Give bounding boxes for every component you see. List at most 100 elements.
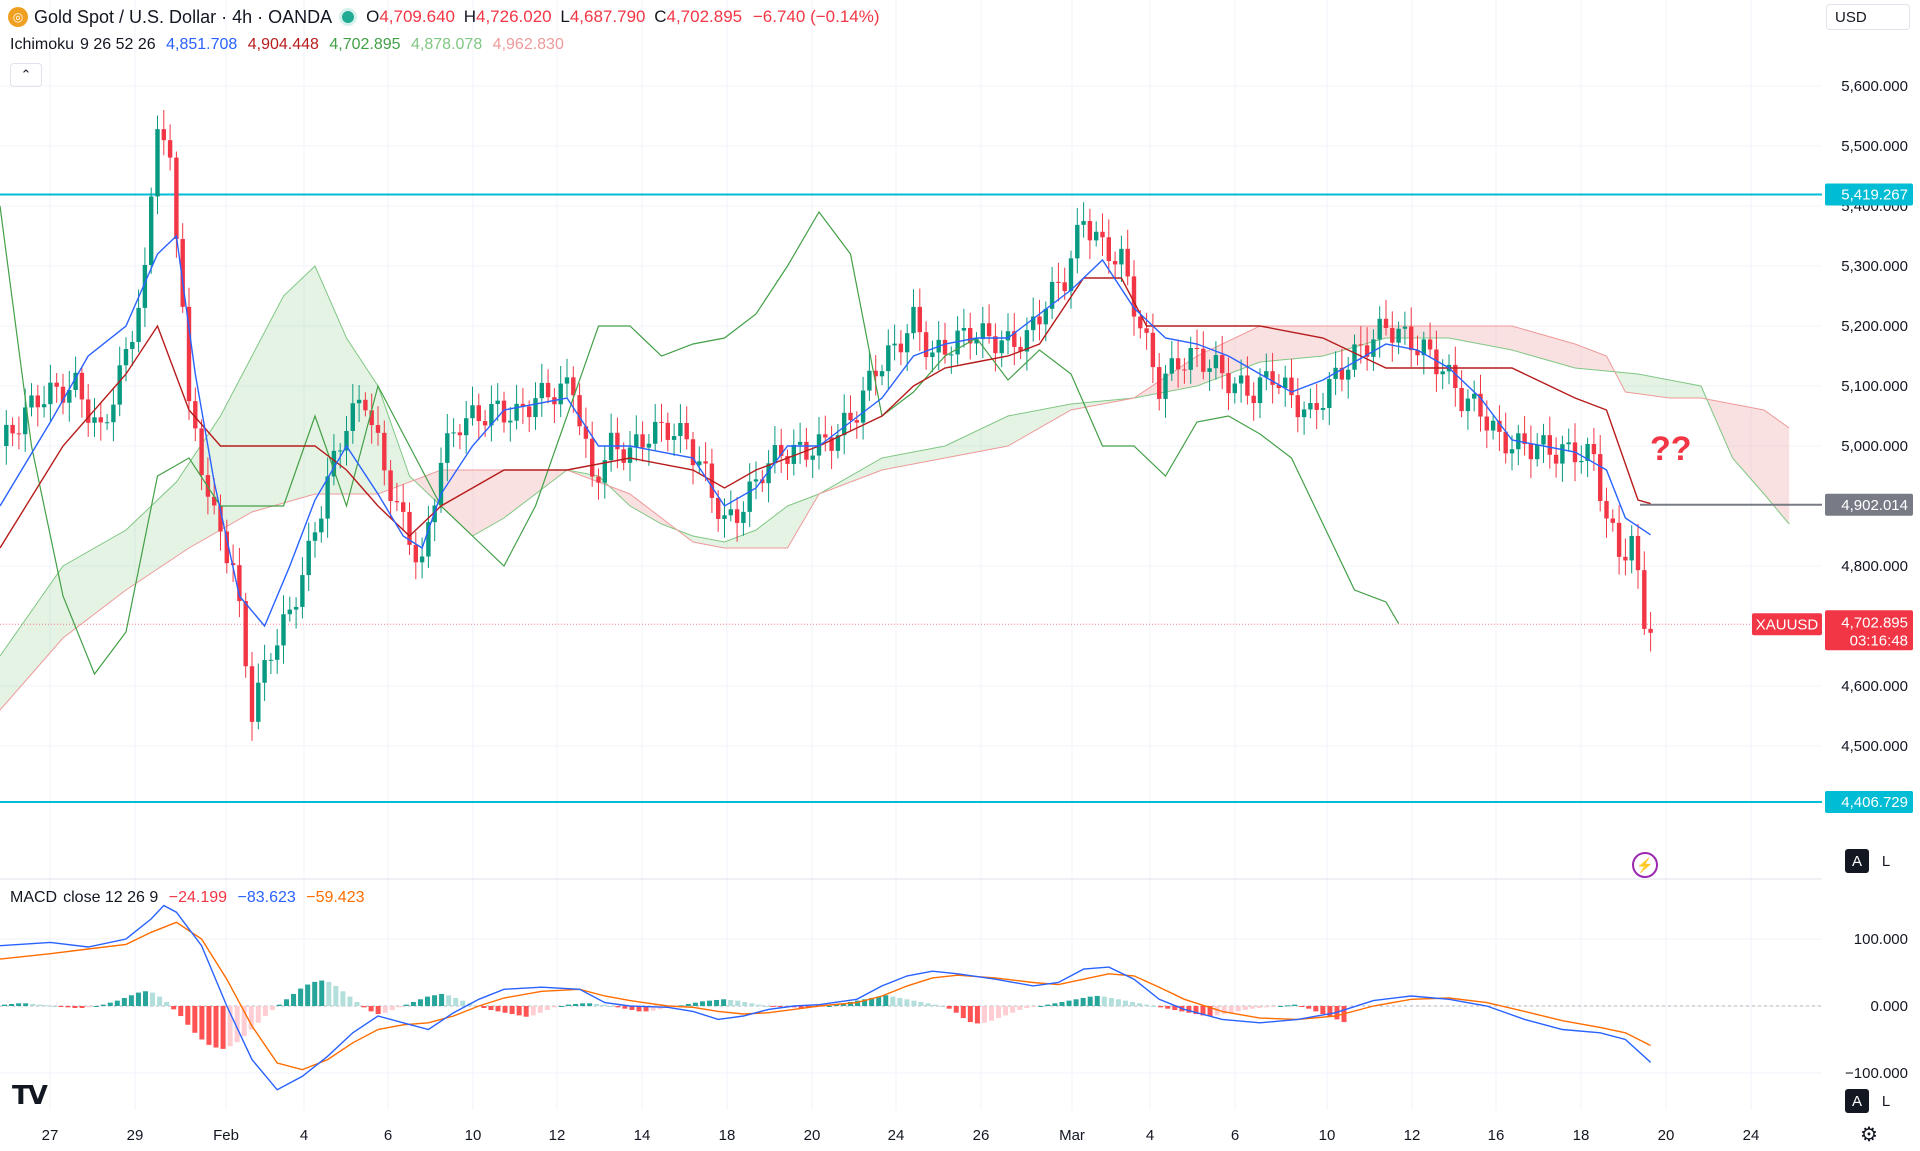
candle-body [1175, 358, 1181, 370]
macd-histogram-bar [446, 995, 452, 1006]
macd-line [0, 904, 1652, 1091]
candle-body [527, 406, 532, 418]
candle-body [766, 463, 771, 484]
cloud-segment [25, 611, 32, 682]
macd-histogram-bar [1122, 1000, 1128, 1006]
candle-body [627, 447, 633, 463]
cloud-segment [31, 602, 38, 674]
currency-selector[interactable]: USD [1826, 4, 1910, 30]
candle-body [961, 327, 967, 331]
macd-histogram-bar [220, 1006, 226, 1049]
collapse-legend-button[interactable]: ⌃ [10, 63, 42, 87]
close-label: C [654, 7, 667, 26]
macd-histogram-bar [1271, 1006, 1276, 1007]
conversion-line [0, 234, 1651, 628]
candle-body [1585, 443, 1590, 461]
candle-body [149, 196, 154, 265]
candle-body [180, 239, 185, 307]
candle-body [993, 336, 998, 354]
open-value: 4,709.640 [379, 7, 455, 26]
candle-body [123, 349, 129, 366]
macd-log-scale-button[interactable]: L [1881, 1092, 1891, 1110]
cloud-segment [976, 428, 983, 452]
candle-body [1371, 339, 1376, 357]
candle-body [520, 403, 526, 407]
candle-body [1005, 331, 1011, 341]
cloud-segment [428, 472, 435, 500]
candle-body [577, 395, 582, 427]
cloud-segment [371, 376, 378, 494]
candle-body [67, 389, 72, 403]
cloud-segment [1543, 335, 1550, 361]
candle-body [835, 435, 841, 451]
ohlc-values: O4,709.640 H4,726.020 L4,687.790 C4,702.… [362, 7, 879, 27]
macd-histogram-bar [1080, 997, 1086, 1006]
cloud-segment [617, 489, 624, 500]
macd-histogram-bar [417, 999, 423, 1006]
cloud-segment [182, 463, 189, 553]
macd-histogram-bar [770, 1006, 776, 1007]
time-tick-label: 12 [1404, 1127, 1421, 1144]
candle-body [571, 377, 576, 396]
cloud-segment [1625, 372, 1632, 393]
cloud-segment [516, 470, 523, 509]
macd-histogram-bar [143, 991, 148, 1006]
candle-body [1068, 258, 1074, 292]
candle-body [772, 445, 778, 464]
cloud-segment [1178, 364, 1185, 390]
candle-body [690, 439, 696, 466]
macd-histogram-bar [1292, 1004, 1298, 1006]
cloud-segment [1650, 376, 1657, 397]
auto-scale-button[interactable]: A [1845, 849, 1869, 873]
candle-body [319, 518, 324, 533]
macd-histogram-bar [298, 988, 304, 1006]
settings-gear-icon[interactable]: ⚙ [1860, 1124, 1878, 1146]
cloud-segment [1600, 353, 1607, 371]
candle-body [10, 424, 15, 434]
cloud-segment [346, 338, 353, 494]
cloud-segment [768, 515, 775, 548]
candle-body [1201, 348, 1206, 372]
macd-histogram-bar [44, 1005, 50, 1007]
cloud-segment [718, 540, 725, 548]
candle-body [1346, 369, 1351, 380]
high-value: 4,726.020 [476, 7, 552, 26]
macd-histogram-bar [1066, 1000, 1072, 1006]
cloud-segment [882, 456, 889, 470]
cloud-segment [963, 434, 971, 455]
cloud-segment [1745, 406, 1752, 480]
cloud-segment [989, 422, 996, 450]
cloud-segment [365, 366, 372, 494]
macd-histogram-bar [121, 997, 127, 1006]
log-scale-button[interactable]: L [1881, 852, 1891, 870]
macd-histogram-bar [30, 1003, 36, 1006]
cloud-segment [850, 472, 857, 482]
candle-body [1188, 348, 1193, 370]
macd-histogram-bar [946, 1006, 952, 1009]
ichimoku-legend[interactable]: Ichimoku 9 26 52 26 4,851.708 4,904.448 4… [10, 36, 570, 54]
candle-body [186, 306, 192, 402]
candle-body [1138, 316, 1143, 329]
cloud-segment [642, 503, 649, 517]
cloud-segment [1713, 400, 1720, 430]
macd-histogram-bar [403, 1004, 409, 1006]
lightning-icon[interactable]: ⚡ [1632, 852, 1658, 878]
macd-auto-scale-button[interactable]: A [1845, 1089, 1869, 1113]
candle-body [980, 323, 985, 340]
candle-body [1547, 435, 1552, 455]
macd-histogram-bar [1144, 1004, 1150, 1006]
macd-histogram-bar [276, 1004, 282, 1006]
macd-histogram-bar [1059, 1001, 1065, 1006]
candle-body [199, 428, 204, 476]
macd-legend[interactable]: MACD close 12 26 9 −24.199 −83.623 −59.42… [10, 889, 371, 907]
candle-body [1226, 373, 1231, 394]
candle-body [923, 332, 929, 358]
macd-histogram-bar [481, 1006, 487, 1009]
symbol-header: ◎ Gold Spot / U.S. Dollar · 4h · OANDA O… [8, 5, 880, 29]
candle-body [48, 382, 53, 405]
candle-body [104, 422, 110, 424]
candle-body [1012, 331, 1017, 347]
candle-body [1484, 416, 1489, 431]
symbol-title[interactable]: Gold Spot / U.S. Dollar · 4h · OANDA [34, 6, 333, 27]
